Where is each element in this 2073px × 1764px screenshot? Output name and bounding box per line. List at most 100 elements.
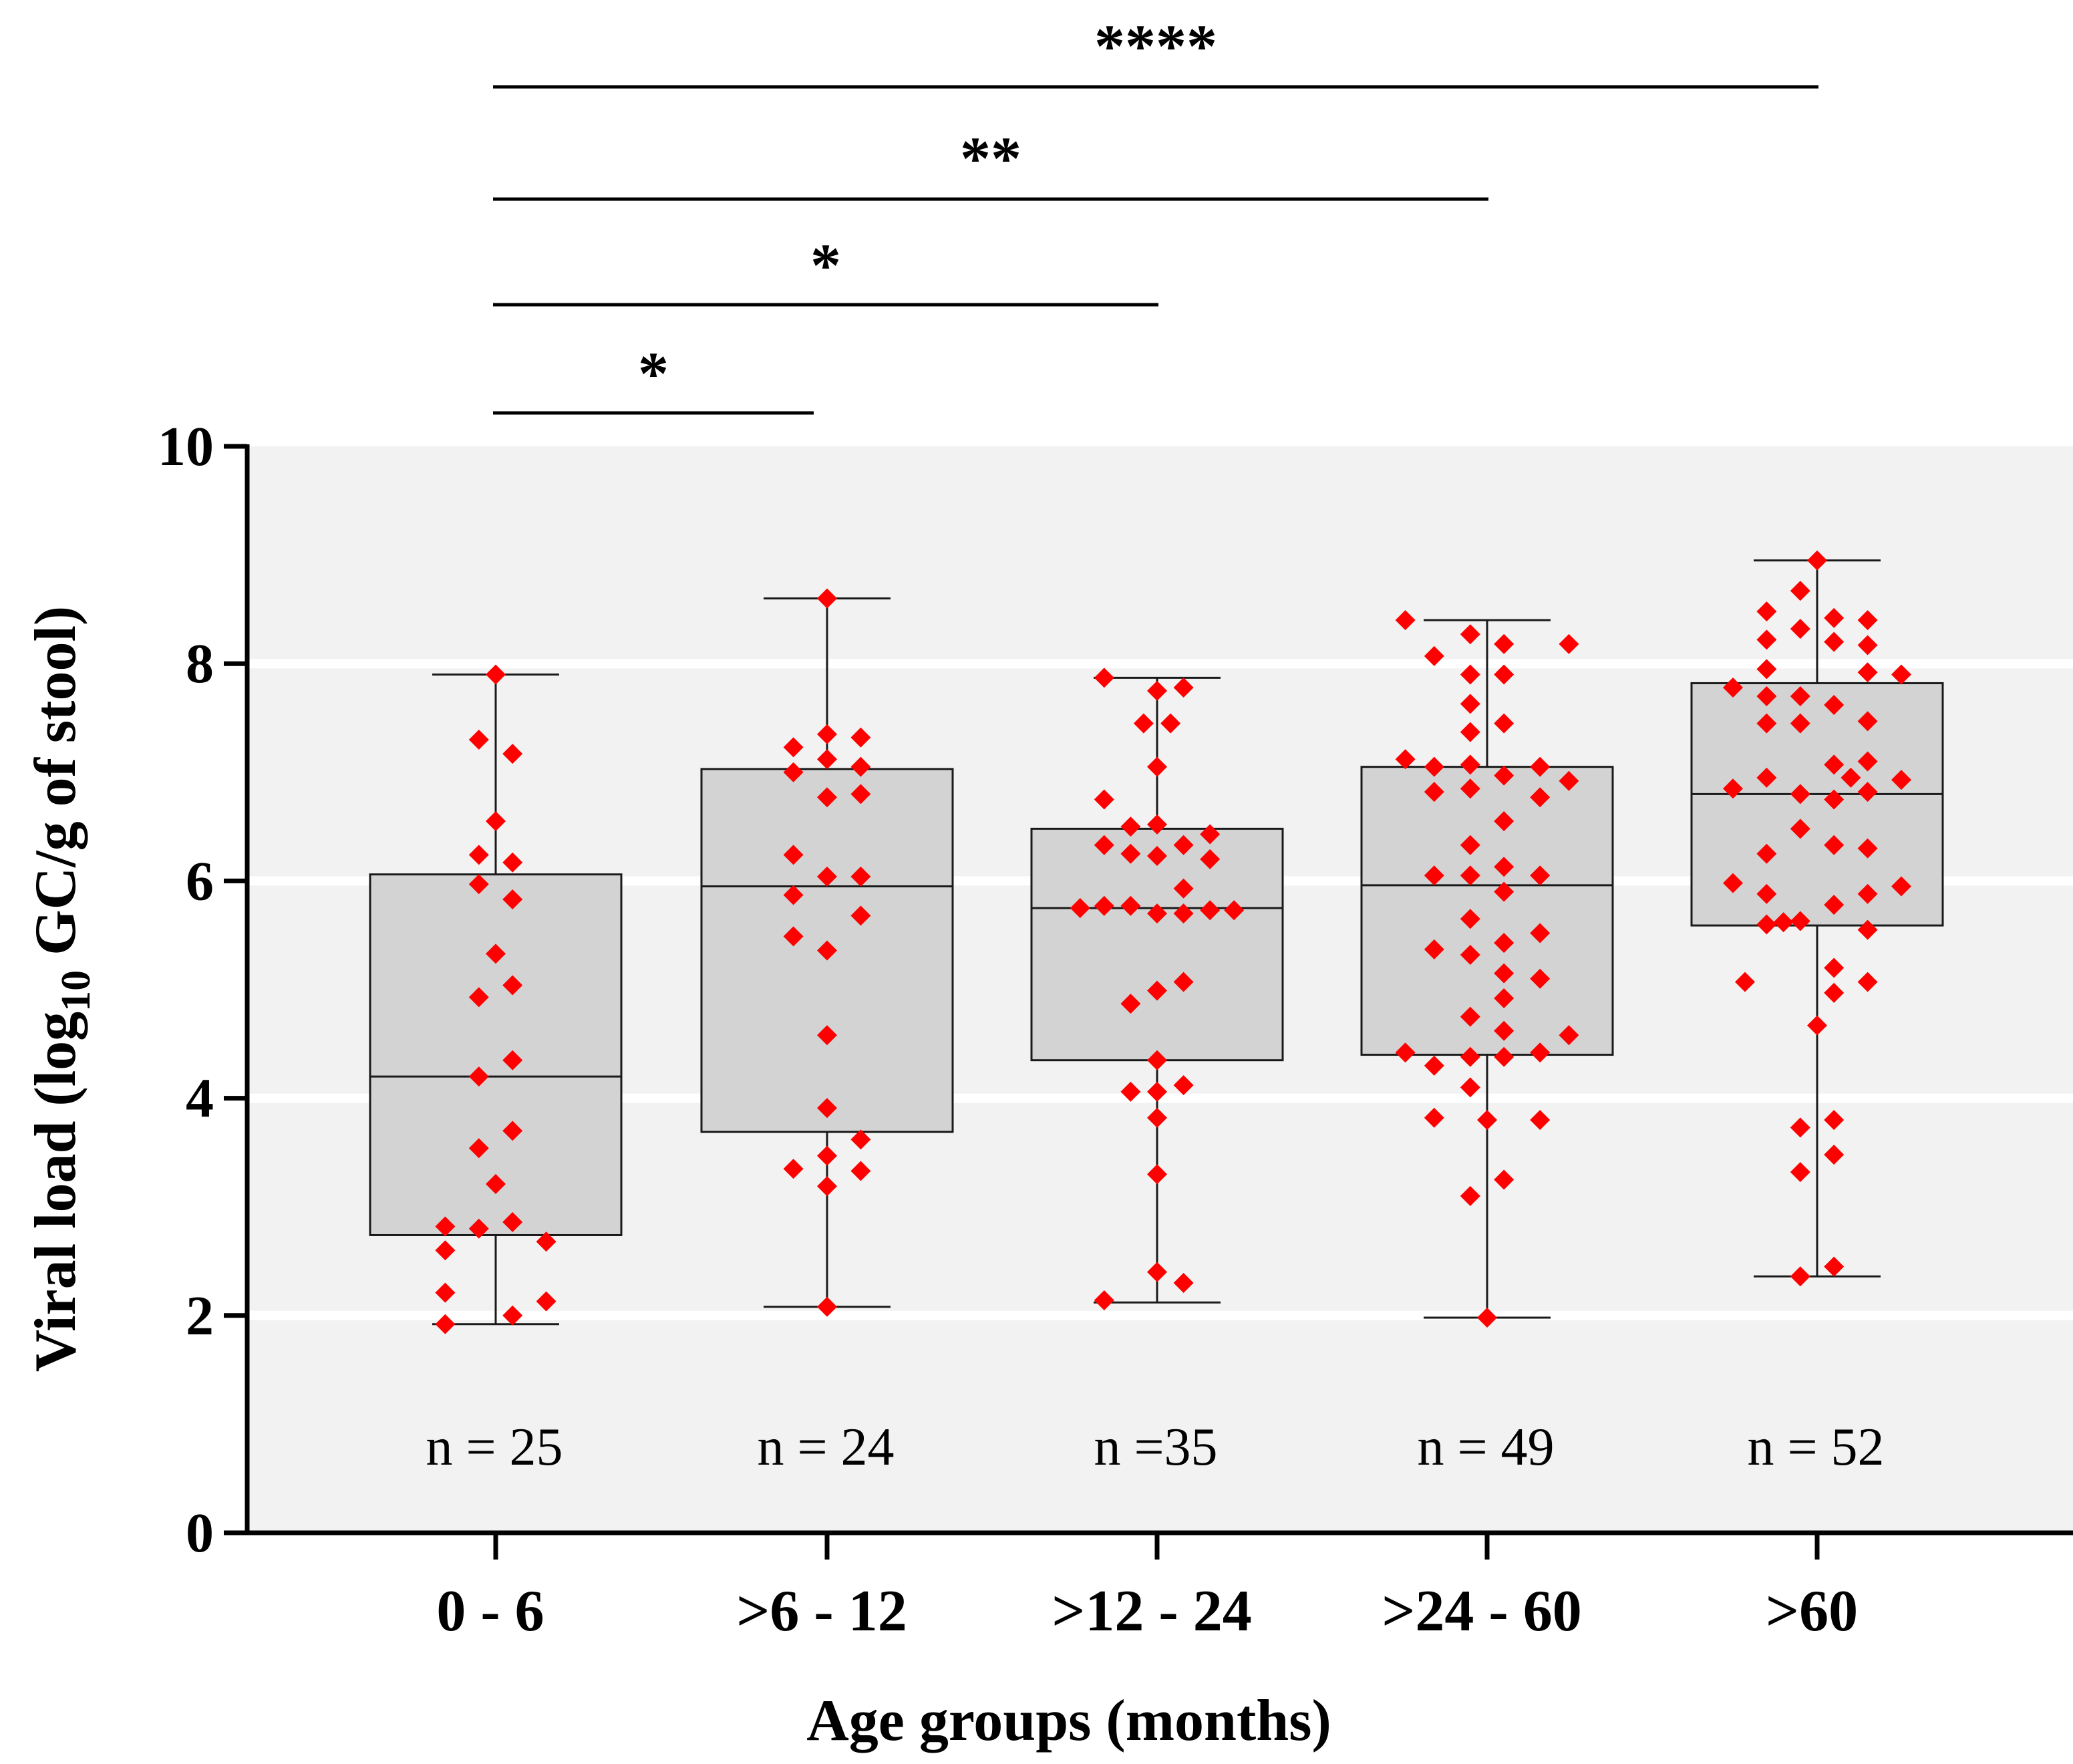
- x-category-label: >12 - 24: [1052, 1579, 1251, 1644]
- data-point: [1723, 677, 1743, 698]
- data-point: [1559, 633, 1579, 654]
- data-point: [1147, 1107, 1167, 1128]
- data-point: [1460, 722, 1480, 742]
- data-point: [486, 811, 506, 831]
- data-point: [1790, 784, 1810, 804]
- data-point: [1494, 713, 1514, 734]
- significance-label: **: [960, 124, 1021, 192]
- data-point: [783, 1159, 804, 1179]
- data-point: [1723, 778, 1743, 799]
- data-point: [1120, 1081, 1141, 1102]
- data-point: [1070, 898, 1090, 919]
- data-point: [486, 1174, 506, 1195]
- data-point: [1530, 923, 1551, 943]
- data-point: [1424, 939, 1444, 960]
- data-point: [1756, 686, 1777, 706]
- data-point: [1120, 843, 1141, 864]
- data-point: [486, 664, 506, 685]
- data-point: [1857, 662, 1878, 683]
- data-point: [1147, 980, 1167, 1001]
- data-point: [536, 1231, 556, 1252]
- data-point: [1559, 770, 1579, 791]
- y-axis-title-subscript: 10: [53, 970, 99, 1012]
- data-point: [1460, 1077, 1480, 1098]
- data-point: [1173, 878, 1194, 899]
- data-point: [1494, 1169, 1514, 1190]
- data-point: [468, 1218, 489, 1239]
- data-point: [1790, 819, 1810, 839]
- y-axis-title: Viral load (log10 GC/g of stool): [23, 606, 99, 1372]
- data-point: [1460, 835, 1480, 855]
- y-tick-label: 6: [186, 850, 214, 912]
- data-point: [1494, 963, 1514, 984]
- data-point: [850, 784, 871, 804]
- data-point: [1460, 1046, 1480, 1067]
- significance-brackets: ********: [493, 12, 1818, 415]
- data-point: [1173, 677, 1194, 698]
- data-point: [1460, 778, 1480, 799]
- data-point: [1424, 1107, 1444, 1128]
- significance-label: *: [638, 339, 669, 408]
- data-point: [1494, 633, 1514, 654]
- data-point: [1824, 958, 1845, 978]
- data-point: [1807, 550, 1827, 571]
- data-point: [1735, 972, 1755, 992]
- x-category-label: >60: [1766, 1579, 1858, 1644]
- data-point: [502, 889, 523, 910]
- data-point: [1756, 843, 1777, 864]
- data-point: [1807, 1015, 1827, 1036]
- data-point: [1120, 817, 1141, 837]
- data-point: [817, 749, 837, 770]
- data-point: [1824, 1256, 1845, 1277]
- data-point: [1891, 876, 1911, 897]
- data-point: [1460, 664, 1480, 685]
- data-point: [468, 1066, 489, 1087]
- y-tick-label: 4: [186, 1068, 214, 1130]
- data-points: [435, 550, 1911, 1334]
- data-point: [1530, 968, 1551, 989]
- box-4: [1360, 619, 1614, 1319]
- data-point: [1173, 1075, 1194, 1096]
- data-point: [1147, 1262, 1167, 1282]
- data-point: [1857, 919, 1878, 940]
- data-point: [1559, 1025, 1579, 1046]
- data-point: [1147, 814, 1167, 835]
- data-point: [1173, 972, 1194, 992]
- data-point: [1120, 895, 1141, 916]
- data-point: [1424, 782, 1444, 802]
- data-point: [1147, 1081, 1167, 1102]
- data-point: [1530, 865, 1551, 886]
- data-point: [1824, 1110, 1845, 1131]
- data-point: [1494, 881, 1514, 902]
- data-point: [1857, 782, 1878, 802]
- y-tick-label: 0: [186, 1502, 214, 1564]
- data-point: [1094, 789, 1114, 810]
- data-point: [1133, 713, 1154, 734]
- data-point: [1824, 789, 1845, 810]
- data-point: [783, 926, 804, 947]
- data-point: [850, 756, 871, 777]
- data-point: [1824, 1145, 1845, 1165]
- data-point: [1494, 988, 1514, 1009]
- data-point: [1857, 838, 1878, 859]
- data-point: [1790, 581, 1810, 601]
- data-point: [1460, 624, 1480, 645]
- significance-label: ****: [1094, 12, 1217, 80]
- labels: 0 2 4 6 8 10 0 - 6 n = 25 >6 - 12 n = 24 >12 - 24 n…: [158, 416, 1885, 1644]
- data-point: [435, 1282, 456, 1303]
- data-point: [1790, 1162, 1810, 1183]
- data-point: [1477, 1110, 1497, 1131]
- data-point: [1460, 909, 1480, 929]
- interquartile-box: [1360, 766, 1614, 1056]
- data-point: [1424, 865, 1444, 886]
- data-point: [1530, 1042, 1551, 1063]
- data-point: [1756, 883, 1777, 904]
- data-point: [1824, 982, 1845, 1003]
- y-axis-title-prefix: Viral load (log: [23, 1012, 88, 1372]
- data-point: [1857, 711, 1878, 732]
- data-point: [1857, 635, 1878, 655]
- data-point: [435, 1240, 456, 1261]
- data-point: [1790, 619, 1810, 639]
- sample-size-label: n = 52: [1747, 1418, 1884, 1477]
